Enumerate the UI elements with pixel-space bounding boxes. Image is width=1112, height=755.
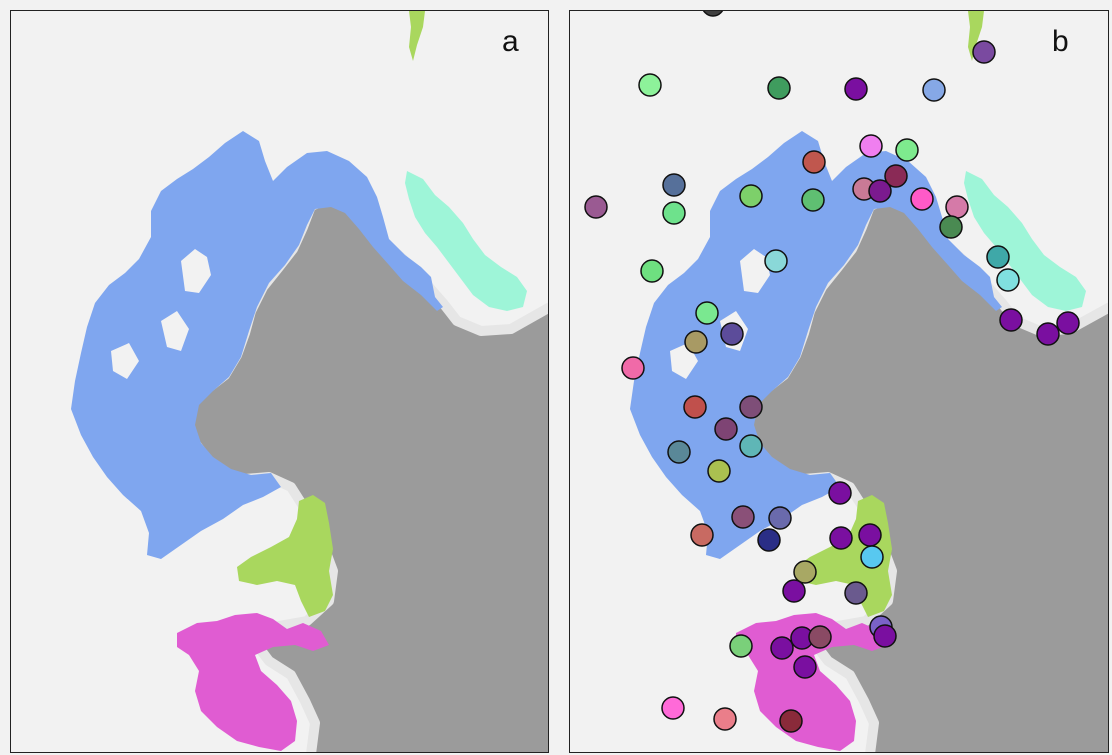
blue-region <box>630 131 1002 559</box>
sample-point <box>945 195 969 219</box>
map-panel-b: b <box>569 10 1109 753</box>
sample-point <box>757 528 781 552</box>
sample-point <box>621 356 645 380</box>
landmass <box>748 199 1108 752</box>
sample-point <box>844 581 868 605</box>
sample-point <box>996 268 1020 292</box>
sample-point <box>662 173 686 197</box>
green-region-north <box>968 11 984 61</box>
map-b-svg <box>570 11 1108 752</box>
sample-point <box>661 696 685 720</box>
blue-region-gap <box>670 249 770 379</box>
sample-point <box>767 76 791 100</box>
sample-point <box>739 184 763 208</box>
sample-point <box>690 523 714 547</box>
sample-point <box>844 77 868 101</box>
blue-region-gap <box>111 249 211 379</box>
sample-point <box>684 330 708 354</box>
aqua-region <box>405 171 527 311</box>
sample-point <box>860 545 884 569</box>
sample-point <box>764 249 788 273</box>
sample-point <box>739 395 763 419</box>
sample-point <box>999 308 1023 332</box>
map-panel-a: a <box>10 10 549 753</box>
sample-point <box>802 150 826 174</box>
sample-point <box>858 523 882 547</box>
sample-point <box>720 322 744 346</box>
sample-point <box>829 526 853 550</box>
sample-point <box>662 201 686 225</box>
sample-point <box>707 459 731 483</box>
sample-point <box>683 395 707 419</box>
sample-point <box>768 506 792 530</box>
sample-point <box>702 11 724 17</box>
sample-point <box>873 624 897 648</box>
magenta-region <box>177 613 329 751</box>
sample-point <box>972 40 996 64</box>
sample-point <box>986 245 1010 269</box>
blue-region <box>71 131 443 559</box>
sample-point <box>859 134 883 158</box>
sample-point <box>782 579 806 603</box>
sample-point <box>638 73 662 97</box>
sample-point <box>884 164 908 188</box>
sample-point <box>713 707 737 731</box>
sample-point <box>922 78 946 102</box>
sample-point <box>801 188 825 212</box>
sample-point <box>868 179 892 203</box>
sample-point <box>714 417 738 441</box>
sample-point <box>729 634 753 658</box>
sample-point <box>667 440 691 464</box>
landmass <box>189 199 548 752</box>
sample-point <box>793 655 817 679</box>
sample-point <box>1056 311 1080 335</box>
panel-label-a: a <box>502 25 519 58</box>
points-layer <box>584 11 1080 733</box>
sample-point <box>640 259 664 283</box>
green-region-north <box>409 11 425 61</box>
sample-point <box>828 481 852 505</box>
sample-point <box>695 301 719 325</box>
aqua-region <box>964 171 1086 311</box>
panel-label-b: b <box>1052 25 1069 58</box>
sample-point <box>770 636 794 660</box>
sample-point <box>939 215 963 239</box>
sample-point <box>779 709 803 733</box>
sample-point <box>731 505 755 529</box>
map-a-svg <box>11 11 548 752</box>
sample-point <box>895 138 919 162</box>
sample-point <box>793 560 817 584</box>
sample-point <box>1036 322 1060 346</box>
sample-point <box>910 187 934 211</box>
sample-point <box>584 195 608 219</box>
sample-point <box>808 625 832 649</box>
sample-point <box>739 434 763 458</box>
green-region <box>237 495 333 617</box>
